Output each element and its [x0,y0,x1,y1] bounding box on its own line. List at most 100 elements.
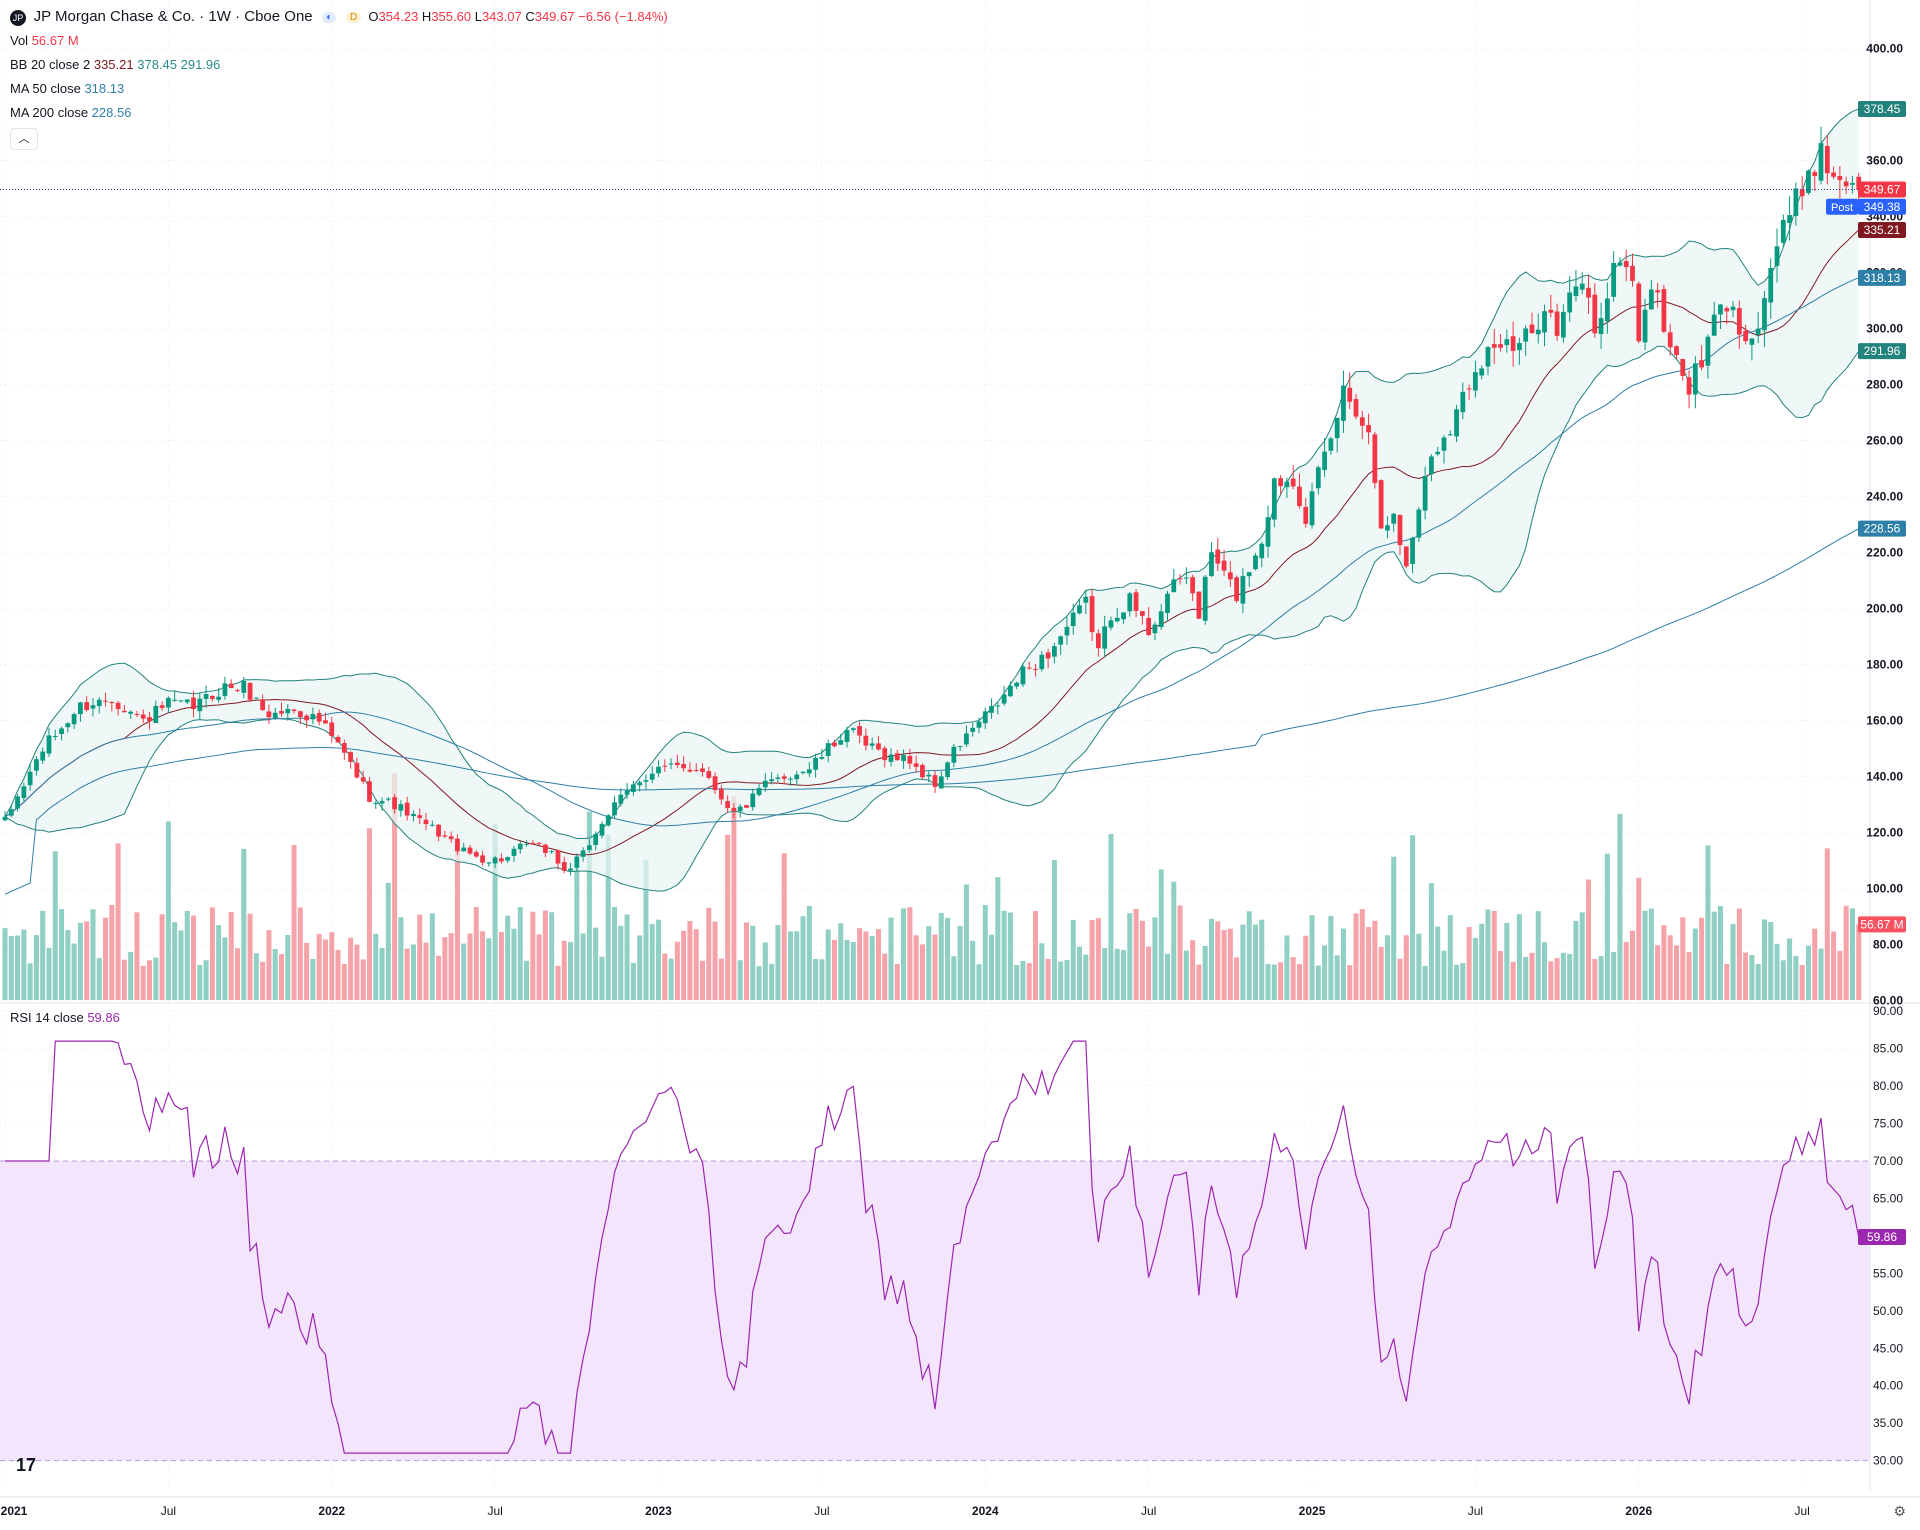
candle[interactable] [304,714,310,728]
candle[interactable] [499,853,504,864]
candle[interactable] [1234,575,1240,603]
candle[interactable] [630,780,636,796]
candle[interactable] [379,797,385,811]
candle[interactable] [1121,612,1126,624]
candle[interactable] [1837,166,1843,199]
candle[interactable] [260,694,266,712]
candle[interactable] [272,707,278,721]
candle[interactable] [1165,590,1170,622]
candle[interactable] [1648,279,1654,310]
candle[interactable] [222,676,228,700]
candle[interactable] [1435,446,1441,456]
candle[interactable] [932,770,938,793]
candle[interactable] [1774,228,1780,283]
candle[interactable] [1001,685,1007,706]
candle[interactable] [65,722,71,733]
candle[interactable] [140,709,146,724]
candle[interactable] [1209,542,1214,578]
bollinger-lower-line[interactable] [4,345,1860,892]
candle[interactable] [84,696,90,712]
candle[interactable] [1359,410,1365,439]
candle[interactable] [429,820,435,827]
candle[interactable] [442,830,448,838]
collapse-legend-button[interactable]: ︿ [10,128,38,150]
candle[interactable] [285,704,291,721]
tradingview-logo-icon[interactable]: 17 [16,1455,37,1475]
candle[interactable] [863,728,869,751]
candle[interactable] [1077,598,1082,615]
candle[interactable] [404,796,410,821]
candle[interactable] [1202,574,1208,625]
candle[interactable] [1586,274,1591,314]
candle[interactable] [1114,608,1120,623]
candle[interactable] [1045,648,1051,669]
candle[interactable] [90,698,96,717]
candle[interactable] [718,785,724,805]
candle[interactable] [1152,621,1158,640]
candle[interactable] [995,702,1001,715]
candle[interactable] [618,788,624,807]
bb-legend[interactable]: BB 20 close 2 335.21 378.45 291.96 [10,57,220,72]
candle[interactable] [1579,272,1585,295]
candle[interactable] [1535,313,1541,344]
candle[interactable] [1623,249,1629,282]
candle[interactable] [473,849,479,858]
candle[interactable] [354,757,360,779]
candle[interactable] [1850,175,1855,194]
candle[interactable] [844,726,850,748]
candle[interactable] [593,831,599,851]
candle[interactable] [800,771,806,775]
candle[interactable] [643,774,649,790]
candle[interactable] [1158,603,1164,631]
candle[interactable] [1221,550,1227,576]
candle[interactable] [1014,681,1020,690]
candle[interactable] [165,696,171,714]
candle[interactable] [1290,465,1296,490]
candle[interactable] [367,776,372,803]
candle[interactable] [1686,370,1692,409]
candle[interactable] [1718,304,1723,330]
candle[interactable] [1542,304,1547,347]
candle[interactable] [813,753,818,778]
candle[interactable] [1171,568,1177,593]
candle[interactable] [1806,169,1811,195]
candle[interactable] [335,735,341,743]
candle[interactable] [1429,454,1434,482]
candle[interactable] [1642,298,1648,350]
candle[interactable] [1240,568,1246,614]
candle[interactable] [209,695,215,702]
candle[interactable] [1095,629,1101,657]
price-axis[interactable]: 400.00360.00340.00320.00300.00280.00260.… [1826,42,1906,1008]
candle[interactable] [1177,574,1183,585]
candle[interactable] [876,735,881,751]
candle[interactable] [1573,269,1579,302]
candle[interactable] [147,711,152,730]
candle[interactable] [1831,166,1836,180]
candle[interactable] [1033,663,1038,677]
candle[interactable] [1617,257,1623,267]
candlestick-series[interactable] [2,126,1862,876]
ma50-legend[interactable]: MA 50 close 318.13 [10,81,124,96]
candle[interactable] [247,682,253,703]
candle[interactable] [693,763,699,773]
candle[interactable] [1020,662,1026,688]
candle[interactable] [492,855,498,869]
candle[interactable] [1479,365,1485,380]
candle[interactable] [1780,214,1786,248]
candle[interactable] [1341,370,1346,433]
candle[interactable] [769,772,775,785]
candle[interactable] [1058,635,1064,656]
candle[interactable] [945,761,950,780]
candle[interactable] [750,788,756,811]
candle[interactable] [178,700,184,703]
candle[interactable] [511,845,517,862]
candle[interactable] [580,847,586,862]
candle[interactable] [15,793,20,812]
candle[interactable] [882,745,888,768]
candle[interactable] [1297,473,1302,509]
symbol-title[interactable]: JP Morgan Chase & Co. · 1W · Cboe One [33,8,313,25]
candle[interactable] [1422,466,1428,520]
candle[interactable] [360,770,366,784]
candle[interactable] [1755,312,1761,344]
gear-icon[interactable]: ⚙ [1893,1503,1906,1519]
